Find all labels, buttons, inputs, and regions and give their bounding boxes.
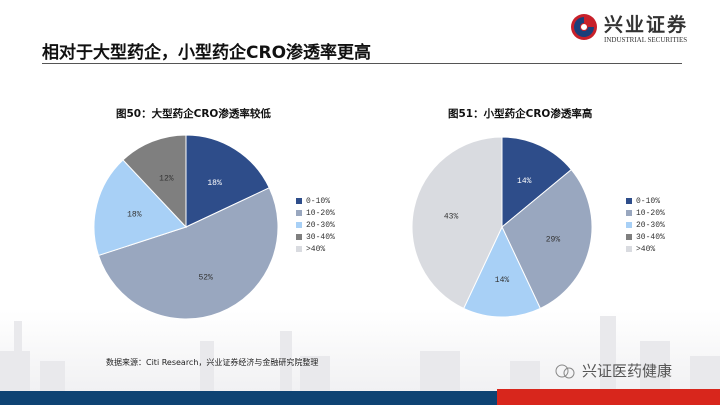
pie-slice--40-: [411, 136, 503, 310]
chart-small-pharma: 图51：小型药企CRO渗透率高 14% 29% 14% 43% 0-10% 10-20%…: [402, 100, 720, 330]
legend-swatch: [626, 222, 632, 228]
legend: 0-10% 10-20% 20-30% 30-40% >40%: [626, 195, 665, 255]
legend-label: >40%: [306, 244, 326, 254]
legend-label: 20-30%: [636, 220, 665, 230]
legend-swatch: [296, 210, 302, 216]
pie-slice-30-40-: [122, 134, 187, 229]
footer-band-red: [497, 389, 720, 405]
legend-swatch: [626, 234, 632, 240]
chart-title: 图51：小型药企CRO渗透率高: [448, 108, 593, 120]
legend-item: 0-10%: [296, 195, 335, 207]
city-skyline: [0, 316, 720, 391]
data-source: 数据来源：Citi Research，兴业证券经济与金融研究院整理: [106, 358, 319, 367]
data-label: 52%: [198, 274, 213, 283]
company-logo: 兴业证券 INDUSTRIAL SECURITIES: [568, 10, 716, 46]
legend-item: 30-40%: [626, 231, 665, 243]
legend-item: >40%: [296, 243, 335, 255]
legend-label: 0-10%: [306, 196, 331, 206]
wechat-icon: [555, 364, 575, 378]
legend-swatch: [296, 246, 302, 252]
legend-item: 0-10%: [626, 195, 665, 207]
pie-slice-0-10-: [501, 136, 573, 229]
legend-label: >40%: [636, 244, 656, 254]
legend-item: >40%: [626, 243, 665, 255]
legend-swatch: [626, 198, 632, 204]
legend-label: 30-40%: [306, 232, 335, 242]
legend-swatch: [626, 210, 632, 216]
legend-label: 0-10%: [636, 196, 661, 206]
legend-swatch: [626, 246, 632, 252]
pie-chart: 14% 29% 14% 43%: [411, 136, 593, 318]
wechat-name: 兴证医药健康: [582, 362, 673, 380]
logo-text-cn: 兴业证券: [604, 14, 689, 36]
data-label: 18%: [127, 211, 142, 220]
legend-item: 30-40%: [296, 231, 335, 243]
wechat-account: 兴证医药健康: [554, 360, 672, 381]
legend-swatch: [296, 222, 302, 228]
pie-slice-20-30-: [463, 225, 541, 318]
legend-label: 10-20%: [636, 208, 665, 218]
title-divider: [42, 63, 682, 64]
data-label: 14%: [495, 276, 510, 285]
legend-label: 20-30%: [306, 220, 335, 230]
legend-item: 20-30%: [626, 219, 665, 231]
data-label: 14%: [517, 177, 532, 186]
pie-slice-20-30-: [93, 159, 187, 257]
legend-swatch: [296, 198, 302, 204]
legend-swatch: [296, 234, 302, 240]
logo-icon: [571, 14, 597, 40]
legend-item: 20-30%: [296, 219, 335, 231]
chart-title: 图50：大型药企CRO渗透率较低: [116, 108, 271, 120]
logo-text-en: INDUSTRIAL SECURITIES: [604, 36, 688, 44]
legend: 0-10% 10-20% 20-30% 30-40% >40%: [296, 195, 335, 255]
data-label: 18%: [207, 179, 222, 188]
legend-label: 30-40%: [636, 232, 665, 242]
data-label: 43%: [444, 213, 459, 222]
pie-slice-0-10-: [185, 134, 270, 228]
data-label: 12%: [159, 174, 174, 183]
pie-slice-10-20-: [97, 187, 279, 320]
chart-large-pharma: 图50：大型药企CRO渗透率较低 18% 52% 18% 12% 0-10% 10-20…: [86, 100, 406, 330]
slide-title: 相对于大型药企，小型药企CRO渗透率更高: [42, 43, 372, 63]
legend-label: 10-20%: [306, 208, 335, 218]
legend-item: 10-20%: [626, 207, 665, 219]
legend-item: 10-20%: [296, 207, 335, 219]
data-label: 29%: [546, 235, 561, 244]
pie-chart: 18% 52% 18% 12%: [93, 134, 279, 320]
